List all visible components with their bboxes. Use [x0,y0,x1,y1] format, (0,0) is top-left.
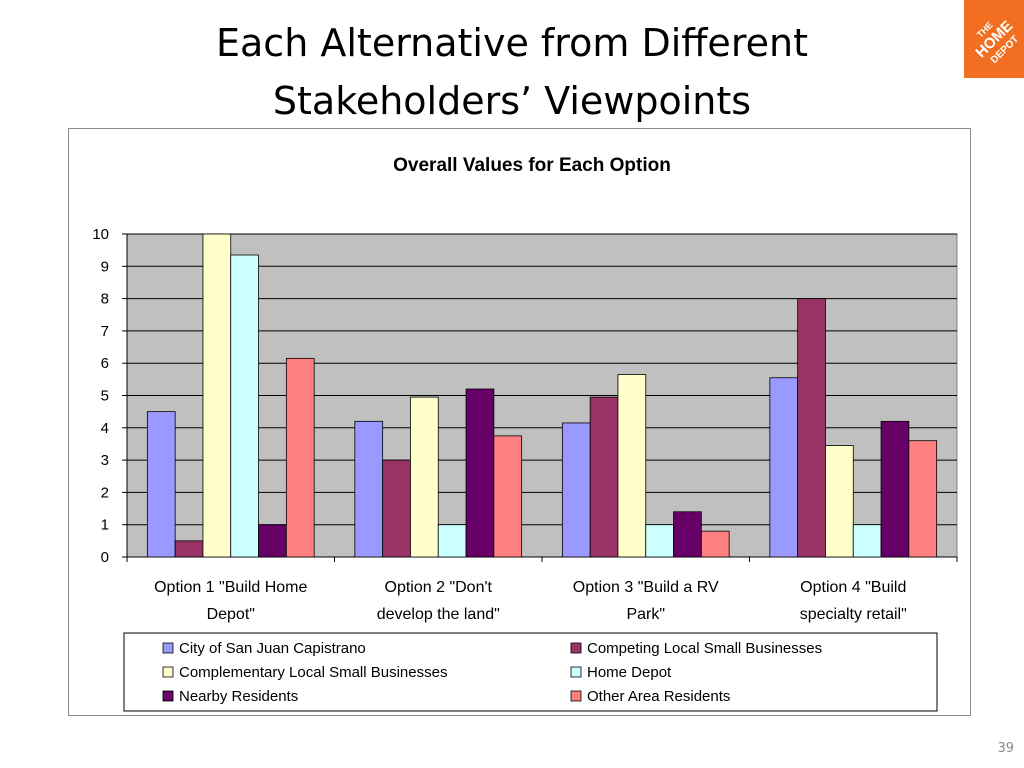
legend-label-1: City of San Juan Capistrano [179,640,366,657]
bar-4-3 [825,445,854,558]
y-tick-label: 8 [101,291,109,308]
slide-title: Each Alternative from Different Stakehol… [130,14,894,130]
slide-title-line-2: Stakeholders’ Viewpoints [272,79,752,123]
y-tick-label: 1 [101,517,109,534]
y-tick-label: 4 [101,420,109,437]
x-category-label: Option 4 "Build [800,579,906,596]
x-category-label: develop the land" [377,606,500,623]
home-depot-logo-icon: THE HOME DEPOT [964,0,1024,78]
x-category-label: Depot" [207,606,255,623]
bar-1-3 [202,233,232,558]
bar-4-1 [769,377,799,558]
bar-1-1 [146,411,176,558]
legend-swatch-1 [162,642,174,654]
legend-label-3: Complementary Local Small Businesses [179,664,447,681]
chart-frame: Overall Values for Each Option 0 1 2 3 4 5 6 7 8 9… [68,128,971,716]
bar-1-4 [230,254,259,558]
bar-3-6 [700,530,730,558]
bar-3-2 [589,396,619,558]
home-depot-logo: THE HOME DEPOT [964,0,1024,78]
legend-swatch-4 [570,666,582,678]
x-category-label: Option 3 "Build a RV [573,579,719,596]
legend-swatch-2 [570,642,582,654]
bar-3-1 [561,422,591,558]
bar-2-6 [493,435,523,558]
bar-2-3 [410,396,439,558]
bar-2-4 [437,524,467,558]
legend-box [123,632,938,712]
bar-1-2 [174,540,204,558]
legend-label-6: Other Area Residents [587,688,730,705]
y-tick-label: 2 [101,484,109,501]
bar-chart: Overall Values for Each Option 0 1 2 3 4 5 6 7 8 9… [92,155,958,712]
bar-4-2 [797,298,826,558]
y-tick-label: 3 [101,452,109,469]
bar-2-1 [354,420,384,558]
bar-3-4 [645,524,674,558]
y-tick-label: 7 [101,323,109,340]
x-category-label: Option 1 "Build Home [154,579,307,596]
x-category-label: Option 2 "Don't [385,579,493,596]
chart-title: Overall Values for Each Option [393,155,671,176]
y-tick-label: 6 [101,355,109,372]
bar-3-5 [673,511,702,558]
y-tick-label: 10 [92,226,109,243]
legend-swatch-5 [162,690,174,702]
y-tick-label: 5 [101,388,109,405]
y-tick-label: 9 [101,258,109,275]
x-category-label: specialty retail" [800,606,907,623]
bar-1-6 [285,357,315,558]
x-category-label: Park" [626,606,665,623]
legend-swatch-3 [162,666,174,678]
legend-swatch-6 [570,690,582,702]
legend-label-5: Nearby Residents [179,688,298,705]
page-number: 39 [997,741,1014,756]
bar-4-4 [852,524,882,558]
bar-2-2 [382,459,411,558]
y-tick-label: 0 [101,549,109,566]
legend-label-4: Home Depot [587,664,672,681]
logo-background [964,0,1024,78]
bar-3-3 [617,374,647,558]
bar-2-5 [465,388,495,558]
bar-4-5 [880,420,910,558]
bar-4-6 [908,440,938,558]
slide-title-line-1: Each Alternative from Different [216,21,808,65]
bar-1-5 [258,524,287,558]
legend-label-2: Competing Local Small Businesses [587,640,822,657]
